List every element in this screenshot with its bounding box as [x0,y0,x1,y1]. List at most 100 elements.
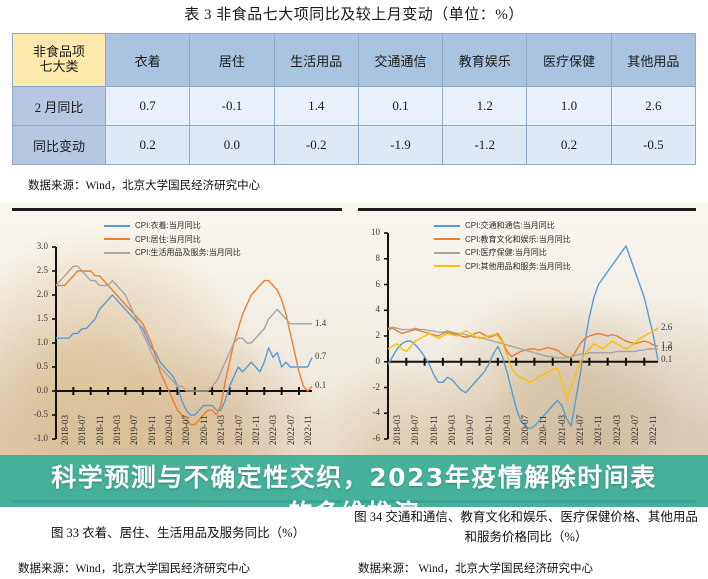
chart-series-line [387,327,659,402]
x-axis-tick-label: 2021-11 [593,415,604,445]
series-end-value-label: 1.2 [661,340,673,351]
legend-label: CPI:医疗保健:当月同比 [465,248,547,257]
x-axis-tick-label: 2022-11 [302,415,313,445]
row-header-0: 2 月同比 [12,86,106,126]
chart-fig33: CPI:衣着:当月同比 CPI:居住:当月同比 CPI:生活用品及服务:当月同比 3… [12,203,346,507]
legend-color-swatch [434,265,460,268]
legend-label: CPI:生活用品及服务:当月同比 [135,248,241,257]
figure-caption-fig33: 图 33 衣着、居住、生活用品及服务同比（%） [50,526,306,540]
chart-top-rule-right [358,208,696,211]
table-header-row: 非食品项 七大类 衣着 居住 生活用品 交通通信 教育娱乐 医疗保健 其他用品 [12,33,697,87]
legend-label: CPI:居住:当月同比 [135,234,201,244]
series-end-value-label: 0.1 [315,380,327,391]
cell-1-5: 0.2 [526,125,612,165]
x-axis-tick-label: 2018-11 [428,415,439,445]
x-axis-tick-label: 2019-07 [465,415,476,445]
article-banner-title: 科学预测与不确定性交织，2023年疫情解除时间表的多维推演 [51,463,657,507]
x-axis-tick-label: 2019-11 [483,415,494,445]
x-axis-tick-label: 2020-03 [164,415,175,445]
chart-legend-fig34: CPI:交通和通信:当月同比 CPI:教育文化和娱乐:当月同比 CPI:医疗保健:当… [434,219,571,273]
x-axis-tick-label: 2022-07 [629,415,640,445]
cell-0-3: 0.1 [357,86,444,126]
series-end-value-label: 0.7 [315,351,327,362]
y-axis-tick-label: 6 [375,278,381,289]
table-corner-header: 非食品项 七大类 [12,33,106,87]
column-header-5: 医疗保健 [526,33,612,87]
column-header-2: 生活用品 [273,33,359,87]
cell-0-0: 0.7 [104,86,191,126]
cell-0-6: 2.6 [610,86,697,126]
y-axis-tick-label: -6 [372,433,381,443]
cell-1-6: -0.5 [610,125,697,165]
table-row: 同比变动 0.2 0.0 -0.2 -1.9 -1.2 0.2 -0.5 [12,125,697,165]
x-axis-tick-label: 2021-03 [216,415,227,445]
legend-item: CPI:教育文化和娱乐:当月同比 [434,233,571,247]
y-axis-tick-label: -2 [372,381,381,392]
cell-0-2: 1.4 [273,86,359,126]
legend-item: CPI:其他用品和服务:当月同比 [434,260,571,274]
cell-0-4: 1.2 [442,86,528,126]
article-banner-overlay [0,455,708,507]
chart-plot-fig33 [52,246,313,440]
x-axis-tick-label: 2020-03 [501,415,512,445]
x-axis-tick-label: 2021-07 [575,415,586,445]
chart-series-line [56,294,313,416]
y-axis-tick-label: -1.0 [33,433,48,443]
charts-region: CPI:衣着:当月同比 CPI:居住:当月同比 CPI:生活用品及服务:当月同比 3… [0,203,708,507]
x-axis-tick-label: 2018-11 [94,415,105,445]
chart-series-line [56,270,313,426]
y-axis-tick-label: -0.5 [33,409,48,419]
y-axis-tick-label: 2.5 [36,265,48,275]
x-axis-tick-label: 2020-11 [538,415,549,445]
x-axis-tick-label: 2022-03 [268,415,279,445]
x-axis-tick-label: 2018-07 [77,415,88,445]
series-end-value-label: 0.1 [661,354,673,365]
corner-line-2: 七大类 [39,59,79,74]
legend-color-swatch [104,238,130,241]
legend-color-swatch [434,251,460,254]
series-end-value-label: 2.6 [661,322,673,333]
x-axis-tick-label: 2021-03 [556,415,567,445]
y-axis-tick-label: 3.0 [36,241,48,251]
legend-label: CPI:交通和通信:当月同比 [465,221,555,230]
x-axis-tick-label: 2020-11 [198,415,209,445]
legend-label: CPI:其他用品和服务:当月同比 [465,261,571,271]
chart-series-line [55,265,312,392]
y-axis-tick-label: 2 [375,330,381,340]
legend-color-swatch [104,224,130,227]
cell-0-1: -0.1 [189,86,275,126]
cell-1-1: 0.0 [189,125,275,165]
row-header-1: 同比变动 [12,125,106,165]
column-header-6: 其他用品 [610,33,697,87]
x-axis-tick-label: 2022-07 [285,415,296,445]
table-title: 表 3 非食品七大项同比及较上月变动（单位：%） [184,7,524,23]
corner-line-1: 非食品项 [32,44,85,60]
legend-item: CPI:居住:当月同比 [104,233,241,247]
series-end-value-label: 1.0 [661,342,673,353]
y-axis-tick-label: 2.0 [36,289,48,299]
x-axis-tick-label: 2019-11 [146,415,157,445]
y-axis-tick-label: 10 [371,227,380,237]
legend-item: CPI:生活用品及服务:当月同比 [104,246,241,260]
chart-series-line [387,245,659,430]
y-axis-tick-label: 0.0 [36,385,48,395]
x-axis-tick-label: 2020-07 [181,415,192,445]
column-header-1: 居住 [189,33,275,87]
chart-fig34: CPI:交通和通信:当月同比 CPI:教育文化和娱乐:当月同比 CPI:医疗保健:当… [356,203,696,507]
chart-legend-fig33: CPI:衣着:当月同比 CPI:居住:当月同比 CPI:生活用品及服务:当月同比 [104,219,241,260]
legend-color-swatch [434,224,460,227]
y-axis-tick-label: 0 [375,355,381,366]
x-axis-tick-label: 2022-03 [611,415,622,445]
x-axis-tick-label: 2019-03 [446,415,457,445]
figure-source-fig33: 数据来源：Wind，北京大学国民经济研究中心 [18,563,251,575]
series-end-value-label: 1.4 [315,317,327,328]
non-food-cpi-table: 非食品项 七大类 衣着 居住 生活用品 交通通信 教育娱乐 医疗保健 其他用品 … [12,33,697,165]
column-header-3: 交通通信 [357,33,444,87]
chart-series-line [387,326,658,359]
y-axis-tick-label: 8 [375,252,381,263]
legend-color-swatch [104,251,130,254]
y-axis-tick-label: 1.0 [36,337,48,347]
y-axis-tick-label: 0.5 [36,361,48,371]
x-axis-tick-label: 2021-07 [233,415,244,445]
